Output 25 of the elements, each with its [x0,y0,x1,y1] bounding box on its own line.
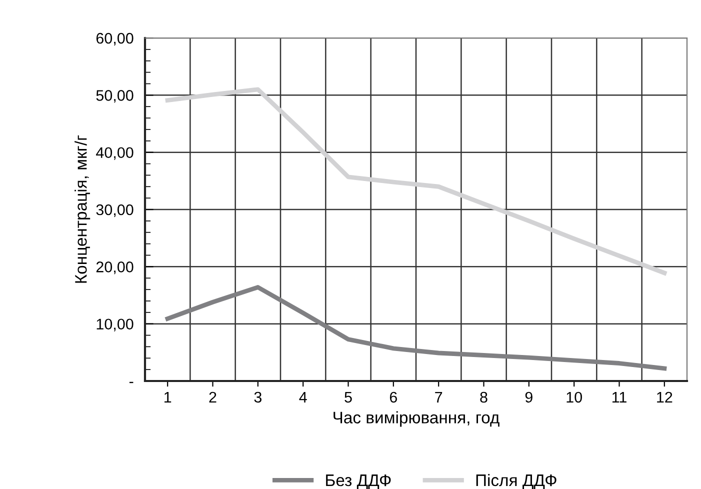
y-tick-label: 30,00 [96,204,134,217]
legend-label: Після ДДФ [476,474,556,489]
line-series [165,285,667,371]
x-tick-label: 10 [566,392,582,403]
y-tick-label: - [129,382,134,384]
x-tick-label: 7 [435,392,442,402]
x-tick-label: 1 [164,392,172,402]
x-tick-label: 3 [254,392,262,403]
x-tick-label: 6 [390,392,397,403]
y-tick-label: 60,00 [96,32,134,46]
x-tick-label: 9 [525,392,532,403]
x-tick-label: 5 [344,392,352,403]
y-tick-label: 10,00 [96,318,134,332]
legend-label: Без ДДФ [326,474,391,489]
y-axis-title: Концентрація, мкг/г [74,135,90,283]
x-tick-label: 12 [657,392,672,402]
y-tick-label: 50,00 [96,90,134,103]
x-tick-label: 11 [612,392,626,402]
x-tick-label: 2 [209,392,216,402]
x-axis-title: Час вимірювання, год [334,411,500,427]
x-tick-label: 8 [480,392,488,403]
line-series [165,87,667,276]
y-tick-label: 20,00 [96,262,134,274]
y-tick-label: 40,00 [96,147,134,160]
x-tick-label: 4 [299,392,307,402]
